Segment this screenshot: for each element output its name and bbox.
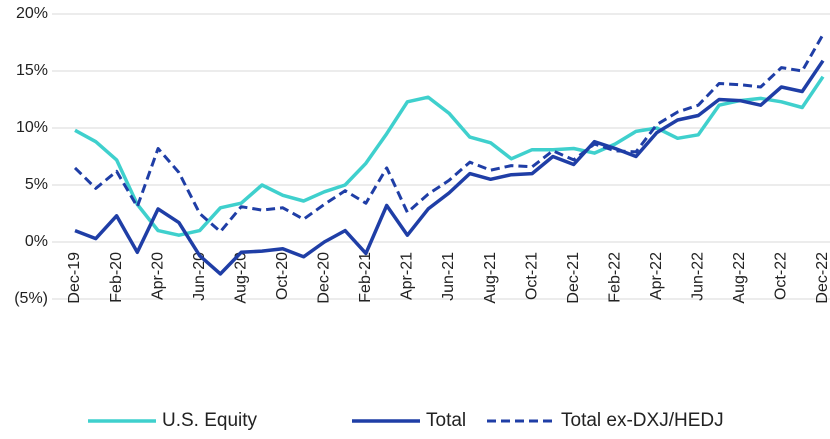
x-tick-label: Aug-22 [731,252,748,304]
series-line [74,75,825,237]
x-tick-label: Dec-22 [814,252,830,304]
x-tick-label: Feb-20 [108,252,125,303]
x-tick-label: Apr-21 [399,252,416,300]
y-tick-label: 15% [16,62,48,79]
x-tick-label: Aug-21 [482,252,499,304]
x-tick-label: Oct-20 [274,252,291,300]
y-tick-label: (5%) [14,290,48,307]
y-tick-label: 20% [16,5,48,22]
x-tick-label: Feb-22 [606,252,623,303]
y-tick-label: 5% [25,176,48,193]
x-tick-label: Jun-22 [690,252,707,301]
series-line [74,59,825,276]
x-tick-label: Oct-21 [523,252,540,300]
x-tick-label: Dec-20 [316,252,333,304]
x-tick-label: Dec-21 [565,252,582,304]
x-tick-label: Feb-21 [357,252,374,303]
x-tick-label: Apr-20 [149,252,166,300]
legend-label: U.S. Equity [162,410,258,431]
x-tick-label: Jun-20 [191,252,208,301]
x-tick-label: Dec-19 [66,252,83,304]
y-tick-label: 10% [16,119,48,136]
x-tick-label: Oct-22 [773,252,790,300]
x-tick-label: Jun-21 [440,252,457,301]
y-tick-label: 0% [25,233,48,250]
legend-label: Total [426,410,466,431]
x-tick-label: Aug-20 [232,252,249,304]
series-line [73,33,825,234]
legend-label: Total ex-DXJ/HEDJ [561,410,724,431]
x-tick-label: Apr-22 [648,252,665,300]
